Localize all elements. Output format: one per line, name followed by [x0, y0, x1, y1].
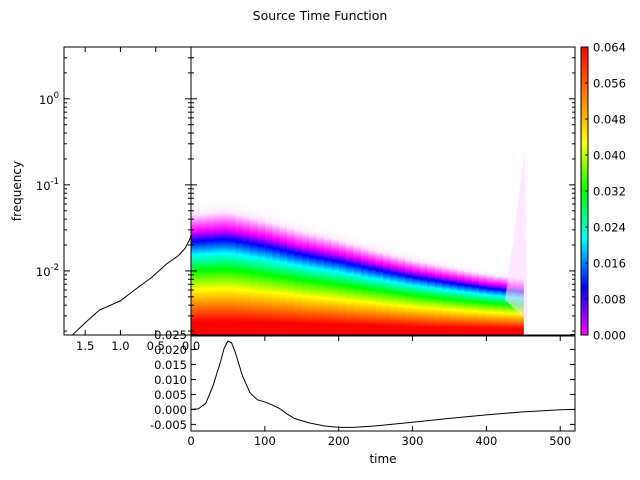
y-tick-label: 0.015: [154, 358, 187, 372]
heatmap-column: [264, 209, 273, 335]
spectrum-frame: [63, 46, 192, 336]
heatmap-column: [213, 199, 222, 335]
y-tick-label: -0.005: [150, 418, 187, 432]
waveform-line: [191, 340, 575, 428]
colorbar-segment: [581, 95, 588, 144]
spectrum-y-ticks: 10-2 10-1 100: [36, 46, 191, 332]
heatmap-column: [375, 242, 384, 335]
heatmap-column: [390, 247, 399, 335]
heatmap-column: [486, 268, 495, 335]
colorbar: 0.000 0.008 0.016 0.024 0.032 0.040 0.048 0.056…: [580, 41, 626, 343]
spectrogram-panel: [190, 46, 576, 336]
colorbar-segment: [581, 47, 588, 96]
x-tick-label: 0: [187, 434, 194, 448]
heatmap-column: [191, 201, 199, 335]
y-tick-label: 0.000: [154, 403, 187, 417]
heatmap-column: [227, 199, 236, 335]
spectrum-x-ticks: 1.5 1.0 0.5 0.0: [76, 47, 200, 353]
y-tick-label: 100: [39, 91, 59, 107]
heatmap-column: [316, 225, 325, 335]
heatmap-column: [412, 253, 421, 335]
colorbar-fill: [581, 47, 588, 336]
spectrogram-heatmap: [191, 198, 524, 335]
colorbar-tick-label: 0.024: [593, 221, 626, 235]
y-tick-label: 0.020: [154, 343, 187, 357]
heatmap-column: [471, 265, 480, 335]
colorbar-tick-label: 0.008: [593, 293, 626, 307]
heatmap-column: [368, 240, 377, 335]
heatmap-column: [323, 227, 332, 335]
colorbar-segment: [581, 191, 588, 240]
y-tick-label: 10-2: [36, 263, 59, 279]
colorbar-segment: [581, 239, 588, 288]
x-tick-label: 400: [475, 434, 497, 448]
x-tick-label: 200: [328, 434, 350, 448]
heatmap-column: [405, 251, 414, 335]
waveform-x-ticks: 0 100 200 300 400 500: [187, 336, 571, 448]
colorbar-segment: [581, 143, 588, 192]
heatmap-column: [279, 214, 288, 335]
x-tick-label: 100: [254, 434, 276, 448]
x-tick-label: 1.0: [111, 339, 129, 353]
x-tick-label: 0.5: [147, 339, 165, 353]
heatmap-column: [257, 207, 266, 335]
heatmap-column: [434, 258, 443, 335]
heatmap-column: [419, 254, 428, 335]
heatmap-column: [338, 231, 347, 335]
colorbar-tick-label: 0.048: [593, 113, 626, 127]
heatmap-column: [250, 205, 259, 335]
x-tick-label: 1.5: [76, 339, 94, 353]
heatmap-column: [235, 201, 244, 335]
heatmap-column: [397, 249, 406, 335]
heatmap-column: [272, 212, 281, 335]
heatmap-column: [442, 259, 451, 335]
heatmap-column: [205, 200, 214, 335]
heatmap-column: [220, 198, 229, 335]
heatmap-column: [501, 270, 510, 335]
heatmap-column: [309, 223, 318, 335]
heatmap-column: [449, 261, 458, 335]
y-axis-label: frequency: [10, 161, 24, 221]
chart-title: Source Time Function: [253, 8, 388, 23]
heatmap-column: [287, 216, 295, 335]
x-axis-label: time: [369, 452, 396, 466]
heatmap-column: [346, 233, 355, 335]
colorbar-tick-label: 0.056: [593, 77, 626, 91]
heatmap-column: [353, 235, 362, 335]
y-tick-label: 0.005: [154, 388, 187, 402]
heatmap-column: [456, 262, 465, 335]
heatmap-column: [493, 269, 502, 335]
colorbar-segment: [581, 287, 588, 336]
x-tick-label: 500: [549, 434, 571, 448]
x-tick-label: 300: [402, 434, 424, 448]
colorbar-tick-label: 0.016: [593, 257, 626, 271]
spectrogram-edge-artifact: [505, 150, 527, 320]
heatmap-column: [464, 264, 473, 335]
y-tick-label: 0.025: [154, 328, 187, 342]
heatmap-column: [294, 219, 303, 335]
colorbar-tick-label: 0.032: [593, 185, 626, 199]
colorbar-tick-label: 0.000: [593, 329, 626, 343]
colorbar-tick-label: 0.040: [593, 149, 626, 163]
y-tick-label: 0.010: [154, 373, 187, 387]
heatmap-column: [331, 229, 340, 335]
heatmap-column: [427, 256, 436, 335]
colorbar-ticks: 0.000 0.008 0.016 0.024 0.032 0.040 0.048 0.056…: [585, 41, 626, 343]
spectrum-line: [72, 235, 191, 335]
heatmap-column: [198, 200, 207, 335]
heatmap-column: [242, 203, 251, 335]
heatmap-column: [383, 244, 391, 335]
colorbar-tick-label: 0.064: [593, 41, 626, 55]
waveform-frame: [190, 335, 576, 432]
heatmap-column: [479, 267, 487, 335]
heatmap-column: [360, 238, 369, 335]
heatmap-column: [301, 221, 310, 335]
y-tick-label: 10-1: [36, 177, 59, 193]
